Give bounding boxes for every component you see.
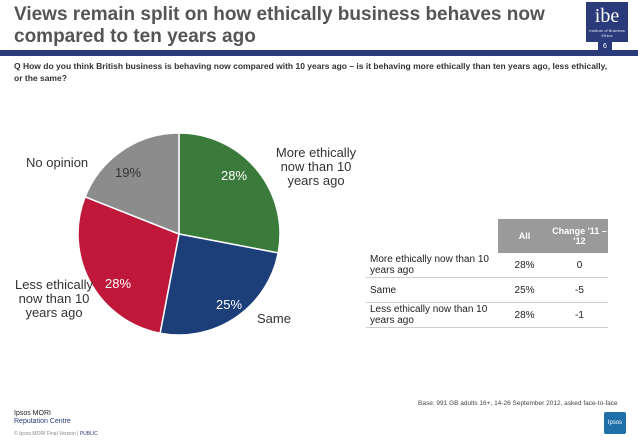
footer-line1: Ipsos MORI [14, 410, 51, 417]
slice-more-ethically [178, 132, 281, 254]
table-row-label: Less ethically now than 10 years ago [366, 302, 499, 328]
classification-text: PUBLIC [79, 431, 98, 437]
table-cell-change: -5 [550, 277, 608, 303]
question-text: Q How do you think British business is b… [14, 61, 608, 83]
table-cell-all: 28% [498, 253, 551, 278]
pct-no-opinion: 19% [114, 165, 142, 180]
table-header-change: Change '11 – '12 [550, 219, 608, 253]
table-cell-change: 0 [550, 253, 608, 278]
label-no-opinion: No opinion [26, 155, 89, 170]
ibe-logo: ibe Institute of Business Ethics [586, 2, 628, 42]
table-row-label: Same [366, 277, 499, 303]
table-cell-change: -1 [550, 302, 608, 328]
footer-copyright: © Ipsos MORI Final Version | PUBLIC [14, 431, 98, 437]
slice-same [159, 233, 280, 336]
page-number: 6 [598, 42, 612, 52]
pct-same: 25% [215, 297, 243, 312]
label-less-ethically: Less ethically now than 10 years ago [14, 277, 94, 320]
pct-more-ethically: 28% [220, 168, 248, 183]
base-note: Base: 991 GB adults 16+, 14-26 September… [418, 400, 618, 407]
logo-subtitle: Institute of Business Ethics [589, 28, 625, 38]
pct-less-ethically: 28% [104, 276, 132, 291]
footer-line2: Reputation Centre [14, 418, 71, 425]
results-table: All Change '11 – '12 More ethically now … [366, 219, 608, 328]
copyright-text: © Ipsos MORI Final Version | [14, 431, 80, 437]
logo-mark: ibe [594, 5, 620, 27]
table-row: Same 25% -5 [366, 277, 608, 303]
table-cell-all: 25% [498, 277, 551, 303]
table-row: Less ethically now than 10 years ago 28%… [366, 302, 608, 328]
table-header-row: All Change '11 – '12 [366, 219, 608, 253]
ipsos-mori-logo: Ipsos MORI Reputation Centre [14, 410, 71, 426]
header: Views remain split on how ethically busi… [0, 0, 638, 50]
table-row: More ethically now than 10 years ago 28%… [366, 253, 608, 278]
table-row-label: More ethically now than 10 years ago [366, 253, 499, 278]
label-more-ethically: More ethically now than 10 years ago [275, 145, 357, 188]
table-cell-all: 28% [498, 302, 551, 328]
slice-no-opinion [84, 132, 180, 236]
header-bar [0, 50, 638, 56]
label-same: Same [257, 311, 291, 326]
table-header-blank [366, 219, 498, 253]
table-header-all: All [498, 219, 551, 253]
ipsos-logo: Ipsos [604, 412, 626, 434]
slice-less-ethically [77, 195, 180, 335]
page-title: Views remain split on how ethically busi… [14, 4, 545, 47]
